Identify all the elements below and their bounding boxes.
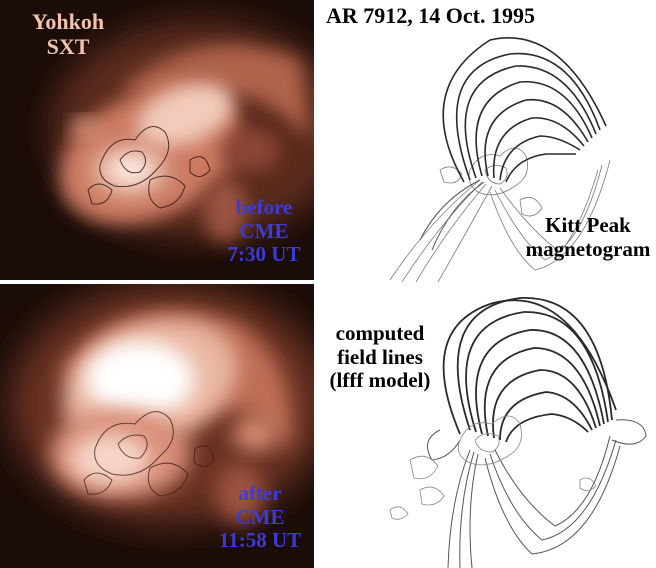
- sxt-image-before: [0, 0, 314, 280]
- time-label-before-line1: before: [235, 195, 293, 219]
- model-label-line2: field lines: [337, 344, 423, 369]
- time-label-after-line3: 11:58 UT: [218, 528, 302, 553]
- instrument-label-line1: Yohkoh: [31, 9, 105, 34]
- sxt-image-after-graphic: [0, 284, 314, 568]
- field-lines-top-graphic: [389, 37, 611, 282]
- time-label-before-line2: CME: [239, 218, 289, 243]
- instrument-label-line2: SXT: [46, 33, 90, 59]
- magnetogram-label-line2: magnetogram: [525, 236, 651, 261]
- magnetogram-label: Kitt Peak magnetogram: [520, 213, 656, 261]
- figure-title: AR 7912, 14 Oct. 1995: [326, 3, 535, 28]
- field-lines-bottom: [320, 290, 656, 568]
- sxt-image-after: [0, 284, 314, 568]
- model-label: computed field lines (lfff model): [320, 321, 440, 393]
- time-label-before-line3: 7:30 UT: [227, 242, 301, 267]
- model-label-line3: (lfff model): [329, 368, 431, 393]
- time-label-after: after CME 11:58 UT: [210, 481, 310, 553]
- time-label-before: before CME 7:30 UT: [220, 195, 308, 267]
- field-lines-bottom-graphic: [389, 297, 647, 568]
- magnetogram-label-line1: Kitt Peak: [545, 213, 631, 237]
- time-label-after-line2: CME: [235, 504, 285, 529]
- instrument-label: Yohkoh SXT: [22, 9, 114, 59]
- model-label-line1: computed: [335, 321, 425, 345]
- field-lines-top: [320, 30, 656, 282]
- time-label-after-line1: after: [238, 481, 282, 505]
- sxt-image-before-graphic: [0, 0, 314, 280]
